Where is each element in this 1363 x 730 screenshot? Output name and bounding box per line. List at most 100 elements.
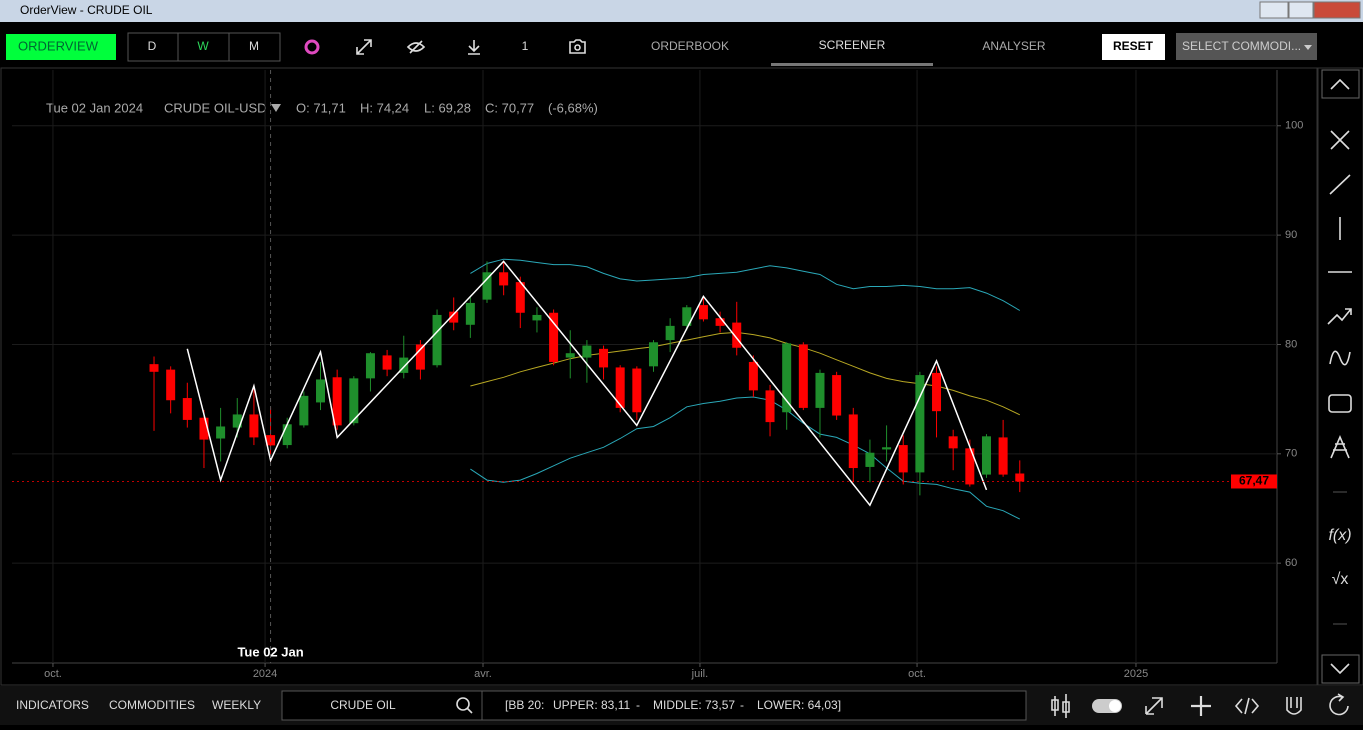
period-button[interactable]: D xyxy=(148,39,157,53)
fib-tool[interactable] xyxy=(1330,434,1350,459)
candle-body xyxy=(698,305,708,320)
indicator-box xyxy=(481,690,1027,721)
last-price-label: 67,47 xyxy=(1239,474,1269,488)
camera-icon[interactable] xyxy=(569,39,586,54)
candle-body xyxy=(582,345,592,358)
x-tick-label: 2024 xyxy=(253,668,277,680)
toggle-knob xyxy=(1109,700,1121,712)
candle-body xyxy=(615,367,625,408)
up-icon xyxy=(1330,78,1350,90)
legend-date: Tue 02 Jan 2024 xyxy=(46,100,143,115)
candle-body xyxy=(515,282,525,313)
download-icon[interactable] xyxy=(468,40,480,55)
maximize-button[interactable] xyxy=(1288,1,1314,19)
band-line xyxy=(470,258,1021,311)
candle-body xyxy=(932,372,942,412)
tab[interactable]: SCREENER xyxy=(819,38,886,52)
sqrt-tool[interactable]: √x xyxy=(1332,571,1349,588)
candle-body xyxy=(232,414,242,428)
wallet-tool[interactable] xyxy=(1328,394,1352,413)
candle-body xyxy=(565,353,575,358)
close-tool[interactable] xyxy=(1330,130,1350,150)
period-button[interactable]: W xyxy=(197,39,209,53)
band-line xyxy=(470,396,1021,520)
tab[interactable]: ANALYSER xyxy=(982,39,1045,53)
candle-body xyxy=(316,379,326,403)
function-tool[interactable]: f(x) xyxy=(1328,527,1351,544)
tab-underline xyxy=(771,63,933,66)
search-handle xyxy=(466,707,473,714)
legend-symbol: CRUDE OIL-USD xyxy=(164,100,267,115)
bb-sep: - xyxy=(740,698,744,712)
bb-sep: - xyxy=(636,698,640,712)
minimize-button[interactable] xyxy=(1259,1,1289,19)
candle-body xyxy=(349,378,359,424)
code-icon[interactable] xyxy=(1234,697,1260,715)
candle-body xyxy=(1015,473,1025,482)
candle-body xyxy=(399,357,409,373)
scale-icon[interactable] xyxy=(1145,697,1163,715)
legend-change: (-6,68%) xyxy=(548,100,598,115)
chart-type-icon[interactable] xyxy=(1051,694,1070,718)
candle-body xyxy=(915,375,925,473)
candle-body xyxy=(465,302,475,325)
search-icon[interactable] xyxy=(456,697,470,711)
reset-button[interactable] xyxy=(1102,34,1165,60)
chart-frame xyxy=(0,67,1318,686)
crosshair-label: Tue 02 Jan xyxy=(237,644,303,659)
app-button[interactable] xyxy=(6,34,116,60)
reset-label: RESET xyxy=(1113,39,1154,53)
dropdown-arrow xyxy=(1304,45,1312,50)
candle-body xyxy=(199,417,209,440)
down-icon xyxy=(1330,663,1350,675)
candle-body xyxy=(898,445,908,473)
candle-body xyxy=(149,364,159,372)
tool-panel xyxy=(1317,67,1363,686)
window-title: OrderView - CRUDE OIL xyxy=(20,3,153,17)
x-tick-label: 2025 xyxy=(1124,668,1148,680)
search-box[interactable] xyxy=(281,690,483,721)
trend-tool[interactable] xyxy=(1327,308,1352,325)
bottom-tab[interactable]: COMMODITIES xyxy=(109,698,195,712)
scroll-down[interactable] xyxy=(1321,654,1360,684)
candle-body xyxy=(682,307,692,326)
bottom-tab[interactable]: INDICATORS xyxy=(16,698,89,712)
candle-body xyxy=(798,344,808,408)
tab[interactable]: ORDERBOOK xyxy=(651,39,729,53)
y-tick-label: 90 xyxy=(1285,229,1297,241)
legend-high: H: 74,24 xyxy=(360,100,409,115)
commodity-select[interactable] xyxy=(1176,33,1317,60)
legend-close: C: 70,77 xyxy=(485,100,534,115)
candle-body xyxy=(432,314,442,366)
refresh-icon[interactable] xyxy=(1329,693,1349,716)
candle-body xyxy=(632,368,642,413)
plot-area: 60 70 80 90 100 oct. 2024 avr. juil. oct. 2025 67,4… xyxy=(12,70,1303,680)
scroll-up[interactable] xyxy=(1321,69,1360,99)
close-button[interactable] xyxy=(1313,1,1361,19)
candle-body xyxy=(882,447,892,450)
title-bar xyxy=(0,0,1363,22)
candle-body xyxy=(549,312,559,362)
expand-icon[interactable] xyxy=(356,39,372,55)
legend-open: O: 71,71 xyxy=(296,100,346,115)
band-line xyxy=(470,331,1021,416)
candle-body xyxy=(216,426,226,439)
candle-body xyxy=(948,436,958,449)
add-icon[interactable] xyxy=(1191,696,1211,716)
color-icon[interactable] xyxy=(304,39,320,55)
magnet-icon[interactable] xyxy=(1286,697,1302,715)
candle-body xyxy=(482,272,492,300)
bottom-tab[interactable]: WEEKLY xyxy=(212,698,261,712)
candle-body xyxy=(665,325,675,341)
x-tick-label: oct. xyxy=(44,668,62,680)
candle-body xyxy=(499,272,509,286)
line-tool[interactable] xyxy=(1329,174,1351,195)
symbol-menu[interactable] xyxy=(271,104,281,112)
period-button[interactable]: M xyxy=(249,39,259,53)
last-price-box xyxy=(1231,474,1277,489)
hide-icon[interactable] xyxy=(406,40,426,54)
wave-tool[interactable] xyxy=(1329,350,1351,366)
candle-body xyxy=(382,355,392,370)
y-tick-label: 60 xyxy=(1285,557,1297,569)
